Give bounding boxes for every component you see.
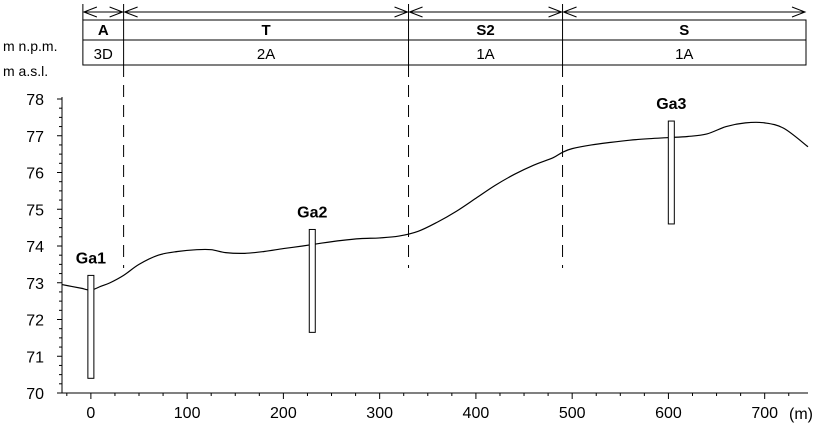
zone-arrow-right-t: [394, 6, 409, 18]
zone-header-table: A 3D T 2A S2 1A S 1A: [82, 4, 807, 66]
y-tick-label-72: 72: [26, 313, 44, 330]
zone-boundary-lines: [123, 65, 564, 268]
well-label-ga2: Ga2: [297, 204, 327, 221]
zone-name-a: A: [98, 22, 109, 39]
x-tick-label-500: 500: [559, 405, 586, 422]
zone-arrow-left-s: [562, 6, 577, 18]
x-tick-label-600: 600: [655, 405, 682, 422]
zone-name-t: T: [261, 22, 270, 39]
zone-class-t: 2A: [257, 46, 275, 63]
x-tick-label-300: 300: [366, 405, 393, 422]
y-tick-label-74: 74: [26, 239, 44, 256]
zone-arrow-left-a: [82, 6, 98, 18]
x-tick-label-200: 200: [270, 405, 297, 422]
well-ga1: [87, 274, 95, 379]
zone-class-a: 3D: [94, 46, 113, 63]
y-tick-label-78: 78: [26, 92, 44, 109]
well-ga3: [667, 120, 675, 225]
wells: Ga1 Ga2 Ga3: [76, 96, 687, 379]
y-tick-label-75: 75: [26, 202, 44, 219]
header-label-asl: m a.s.l.: [3, 63, 48, 79]
zone-arrow-right-s2: [548, 6, 563, 18]
well-label-ga3: Ga3: [656, 96, 686, 113]
terrain-line: [61, 121, 809, 291]
zone-arrow-right-a: [109, 6, 124, 18]
y-tick-label-77: 77: [26, 129, 44, 146]
header-table-border: [82, 19, 807, 66]
zone-arrow-right-s: [791, 6, 807, 18]
axes: 70 71 72 73 74 75 76 77 78 0 100 200 300 400 500 600 700: [26, 92, 808, 422]
zone-class-s: 1A: [675, 46, 693, 63]
x-unit-label: (m): [789, 406, 813, 423]
zone-name-s2: S2: [476, 22, 494, 39]
x-tick-label-400: 400: [463, 405, 490, 422]
terrain-profile: [61, 121, 809, 291]
well-label-ga1: Ga1: [76, 250, 106, 267]
zone-arrow-left-s2: [408, 6, 423, 18]
well-ga2: [308, 228, 316, 333]
zone-name-s: S: [679, 22, 689, 39]
y-tick-label-70: 70: [26, 386, 44, 403]
x-tick-label-100: 100: [174, 405, 201, 422]
x-tick-label-0: 0: [86, 405, 95, 422]
zone-class-s2: 1A: [476, 46, 494, 63]
header-label-npm: m n.p.m.: [3, 38, 57, 54]
x-tick-label-700: 700: [751, 405, 778, 422]
header-side-labels: m n.p.m. m a.s.l.: [3, 38, 57, 79]
y-tick-label-71: 71: [26, 349, 44, 366]
y-tick-label-73: 73: [26, 276, 44, 293]
zone-arrow-left-t: [123, 6, 138, 18]
y-tick-label-76: 76: [26, 166, 44, 183]
